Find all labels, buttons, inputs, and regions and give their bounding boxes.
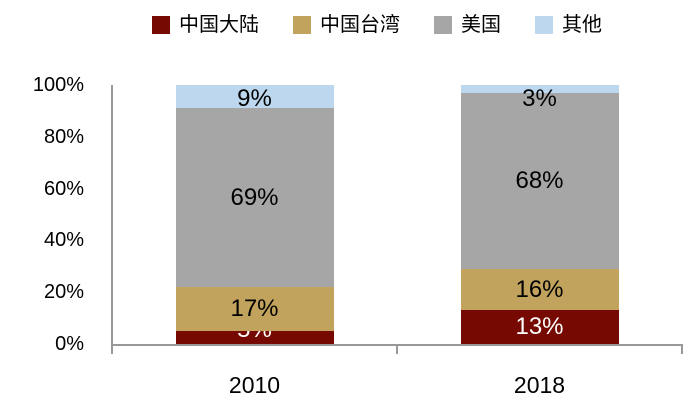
segment-taiwan-china-2010	[175, 287, 334, 332]
segment-other-2018	[460, 85, 619, 93]
legend-swatch-taiwan-china	[293, 16, 311, 34]
segment-mainland-china-2018	[460, 310, 619, 344]
x-axis-line	[111, 344, 683, 346]
legend-item-mainland-china: 中国大陆	[152, 13, 259, 37]
legend-label-usa: 美国	[461, 14, 501, 36]
legend-item-usa: 美国	[434, 13, 501, 37]
y-axis-line	[111, 85, 113, 345]
legend-item-taiwan-china: 中国台湾	[293, 13, 400, 37]
segment-usa-2018	[460, 92, 619, 269]
data-label-other-2018: 3%	[522, 85, 557, 112]
segment-other-2010	[175, 85, 334, 109]
legend-swatch-other	[535, 16, 553, 34]
legend-swatch-usa	[434, 16, 452, 34]
x-category-label-2018: 2018	[513, 372, 566, 398]
legend-label-other: 其他	[562, 14, 602, 36]
plot-area: 5%17%69%9%13%16%68%3%	[112, 85, 682, 344]
segment-usa-2010	[175, 108, 334, 288]
legend-label-taiwan-china: 中国台湾	[320, 14, 400, 36]
x-axis-tick	[111, 346, 113, 354]
data-label-taiwan-china-2018: 16%	[515, 275, 564, 303]
chart-legend: 中国大陆 中国台湾 美国 其他	[0, 13, 700, 37]
data-label-taiwan-china-2010: 17%	[230, 295, 279, 323]
data-label-usa-2018: 68%	[515, 166, 564, 194]
x-axis-tick	[681, 346, 683, 354]
data-label-other-2010: 9%	[237, 85, 272, 112]
x-category-label-2010: 2010	[228, 372, 281, 398]
legend-label-mainland-china: 中国大陆	[179, 14, 259, 36]
y-tick-label-20: 20%	[43, 281, 84, 304]
bar-2018: 13% 16% 68% 3%	[460, 85, 619, 344]
y-tick-label-80: 80%	[43, 125, 84, 148]
segment-taiwan-china-2018	[460, 268, 619, 311]
y-tick-label-0: 0%	[55, 333, 84, 355]
legend-item-other: 其他	[535, 13, 602, 37]
segment-mainland-china-2010	[175, 331, 334, 344]
y-tick-label-60: 60%	[43, 177, 84, 200]
data-label-usa-2010: 69%	[230, 183, 279, 211]
y-tick-label-100: 100%	[32, 74, 84, 96]
legend-swatch-mainland-china	[152, 16, 170, 34]
x-axis-tick	[396, 346, 398, 354]
bar-2010: 5%17%69%9%	[175, 85, 334, 344]
y-tick-label-40: 40%	[43, 229, 84, 252]
data-label-mainland-china-2018: 13%	[515, 313, 564, 341]
